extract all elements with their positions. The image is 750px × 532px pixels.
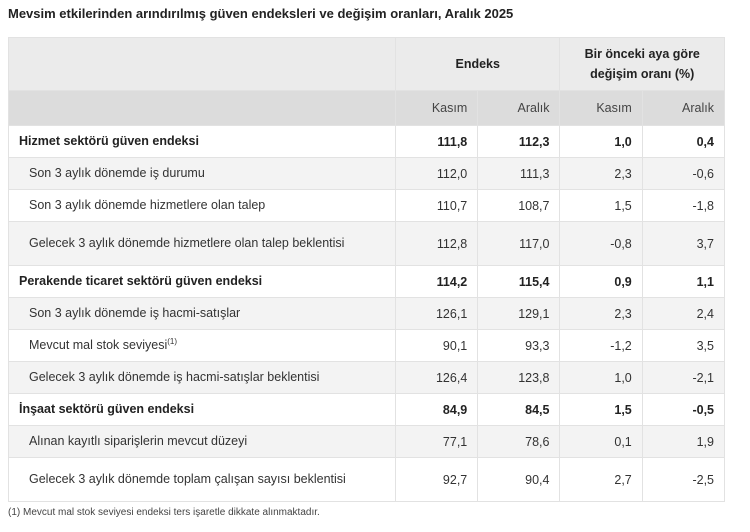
row-label: İnşaat sektörü güven endeksi (8, 393, 396, 426)
table-row: Son 3 aylık dönemde iş durumu 112,0 111,3 2… (8, 157, 726, 190)
value-cell: 90,1 (394, 329, 479, 362)
value-cell: 1,9 (641, 425, 726, 458)
table-row: Son 3 aylık dönemde iş hacmi-satışlar 126… (8, 297, 726, 330)
row-label: Gelecek 3 aylık dönemde hizmetlere olan … (8, 221, 396, 266)
value-cell: 90,4 (477, 457, 561, 502)
value-cell: 78,6 (477, 425, 561, 458)
value-cell: 1,0 (559, 361, 643, 394)
row-label: Son 3 aylık dönemde hizmetlere olan tale… (8, 189, 396, 222)
value-cell: -0,5 (641, 393, 726, 426)
value-cell: 1,0 (559, 125, 643, 158)
row-label-text: Mevcut mal stok seviyesi (29, 338, 168, 352)
value-cell: 126,4 (394, 361, 479, 394)
value-cell: 84,5 (477, 393, 561, 426)
subheader-blank (8, 90, 396, 126)
value-cell: 0,1 (559, 425, 643, 458)
row-label: Gelecek 3 aylık dönemde iş hacmi-satışla… (8, 361, 396, 394)
row-label: Son 3 aylık dönemde iş durumu (8, 157, 396, 190)
value-cell: 112,3 (477, 125, 561, 158)
value-cell: 77,1 (394, 425, 479, 458)
value-cell: 93,3 (477, 329, 561, 362)
value-cell: 126,1 (394, 297, 479, 330)
value-cell: 2,4 (641, 297, 726, 330)
subheader-kasim: Kasım (394, 90, 479, 126)
table-row: Gelecek 3 aylık dönemde hizmetlere olan … (8, 221, 726, 266)
row-label: Gelecek 3 aylık dönemde toplam çalışan s… (8, 457, 396, 502)
footnote: (1) Mevcut mal stok seviyesi endeksi ter… (8, 507, 320, 518)
value-cell: -1,8 (641, 189, 726, 222)
table-row: Mevcut mal stok seviyesi(1) 90,1 93,3 -1,2 3… (8, 329, 726, 362)
value-cell: 117,0 (477, 221, 561, 266)
value-cell: -2,1 (641, 361, 726, 394)
header-endeks: Endeks (394, 37, 561, 91)
row-label-text: Hizmet sektörü güven endeksi (19, 134, 199, 148)
table-row: Gelecek 3 aylık dönemde toplam çalışan s… (8, 457, 726, 502)
row-label: Alınan kayıtlı siparişlerin mevcut düzey… (8, 425, 396, 458)
row-label-text: İnşaat sektörü güven endeksi (19, 402, 195, 416)
table-row: Hizmet sektörü güven endeksi 111,8 112,3 1,… (8, 125, 726, 158)
row-label-text: Gelecek 3 aylık dönemde hizmetlere olan … (29, 236, 345, 250)
table-row: İnşaat sektörü güven endeksi 84,9 84,5 1,5-… (8, 393, 726, 426)
row-label-text: Gelecek 3 aylık dönemde iş hacmi-satışla… (29, 370, 320, 384)
row-label-text: Son 3 aylık dönemde iş durumu (29, 166, 205, 180)
value-cell: 115,4 (477, 265, 561, 298)
header-blank (8, 37, 396, 91)
value-cell: 92,7 (394, 457, 479, 502)
row-label-text: Perakende ticaret sektörü güven endeksi (19, 274, 263, 288)
row-label: Perakende ticaret sektörü güven endeksi (8, 265, 396, 298)
value-cell: -0,8 (559, 221, 643, 266)
value-cell: 110,7 (394, 189, 479, 222)
table-row: Gelecek 3 aylık dönemde iş hacmi-satışla… (8, 361, 726, 394)
row-label-text: Gelecek 3 aylık dönemde toplam çalışan s… (29, 472, 346, 486)
row-label-text: Son 3 aylık dönemde hizmetlere olan tale… (29, 198, 266, 212)
value-cell: 1,1 (641, 265, 726, 298)
confidence-index-table: Endeks Bir önceki aya göre değişim oranı… (8, 37, 726, 502)
table-row: Son 3 aylık dönemde hizmetlere olan tale… (8, 189, 726, 222)
subheader-kasim-change: Kasım (559, 90, 643, 126)
value-cell: -1,2 (559, 329, 643, 362)
value-cell: 1,5 (559, 189, 643, 222)
value-cell: 0,9 (559, 265, 643, 298)
value-cell: 112,0 (394, 157, 479, 190)
value-cell: 114,2 (394, 265, 479, 298)
row-label: Son 3 aylık dönemde iş hacmi-satışlar (8, 297, 396, 330)
subheader-aralik: Aralık (477, 90, 561, 126)
table-row: Alınan kayıtlı siparişlerin mevcut düzey… (8, 425, 726, 458)
value-cell: 3,7 (641, 221, 726, 266)
value-cell: 112,8 (394, 221, 479, 266)
value-cell: 129,1 (477, 297, 561, 330)
value-cell: 1,5 (559, 393, 643, 426)
row-label-text: Alınan kayıtlı siparişlerin mevcut düzey… (29, 434, 248, 448)
value-cell: 0,4 (641, 125, 726, 158)
row-label: Hizmet sektörü güven endeksi (8, 125, 396, 158)
row-label-text: Son 3 aylık dönemde iş hacmi-satışlar (29, 306, 241, 320)
value-cell: 2,3 (559, 157, 643, 190)
value-cell: 3,5 (641, 329, 726, 362)
value-cell: 2,3 (559, 297, 643, 330)
value-cell: 108,7 (477, 189, 561, 222)
footnote-marker: (1) (167, 336, 178, 346)
value-cell: 111,3 (477, 157, 561, 190)
value-cell: -0,6 (641, 157, 726, 190)
page-content: Mevsim etkilerinden arındırılmış güven e… (8, 6, 726, 518)
subheader-aralik-change: Aralık (641, 90, 726, 126)
table-row: Perakende ticaret sektörü güven endeksi 1… (8, 265, 726, 298)
value-cell: 123,8 (477, 361, 561, 394)
row-label: Mevcut mal stok seviyesi(1) (8, 329, 396, 362)
value-cell: 2,7 (559, 457, 643, 502)
value-cell: 111,8 (394, 125, 479, 158)
page-title: Mevsim etkilerinden arındırılmış güven e… (8, 6, 514, 21)
header-change: Bir önceki aya göre değişim oranı (%) (559, 37, 725, 91)
value-cell: -2,5 (641, 457, 726, 502)
value-cell: 84,9 (394, 393, 479, 426)
